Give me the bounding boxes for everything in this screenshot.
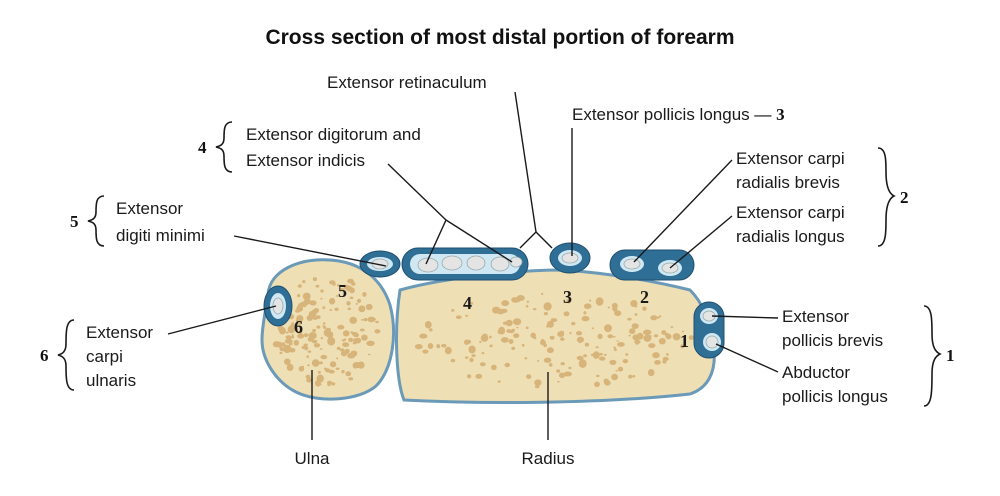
number-compartment-6: 6 [40,346,49,365]
label-ulna: Ulna [295,449,331,468]
label-ecrb-line2: radialis brevis [736,173,840,192]
number-compartment-4: 4 [198,138,207,157]
number-compartment-5: 5 [70,212,79,231]
compartment-number-2: 2 [640,287,649,307]
label-ed-line1: Extensor digitorum and [246,125,421,144]
brace-compartment-5 [87,195,105,247]
label-apl-line2: pollicis longus [782,387,888,406]
diagram-title: Cross section of most distal portion of … [265,26,734,49]
compartment-number-1: 1 [680,331,689,351]
label-epb-line1: Extensor [782,307,849,326]
label-extensor-retinaculum: Extensor retinaculum [327,73,487,92]
label-edm-line1: Extensor [116,199,183,218]
leader-edm [233,235,387,267]
label-ecrl-line2: radialis longus [736,227,845,246]
label-ecu-line2: carpi [86,347,123,366]
label-ecu-line3: ulnaris [86,371,136,390]
leader-epb [711,315,779,319]
compartment-number-5: 5 [338,281,347,301]
sheath-compartment-3 [549,242,591,274]
label-ecrb-line1: Extensor carpi [736,149,845,168]
label-ed-line2: Extensor indicis [246,151,365,170]
sheath-compartment-4 [401,247,529,281]
brace-compartment-1 [923,305,942,407]
label-ecu-line1: Extensor [86,323,153,342]
leader-extensor-retinaculum [514,91,537,249]
compartment-number-4: 4 [463,293,472,313]
label-ecrl-line1: Extensor carpi [736,203,845,222]
label-epl: Extensor pollicis longus — 3 [572,105,785,124]
compartment-number-6: 6 [294,317,303,337]
number-compartment-1: 1 [946,346,955,365]
brace-compartment-6 [57,319,75,391]
sheath-compartment-5 [359,250,401,278]
brace-compartment-2 [877,147,896,247]
label-radius: Radius [522,449,575,468]
bone-pores [272,277,694,389]
label-edm-line2: digiti minimi [116,226,205,245]
leader-ecrl [669,215,733,269]
sheath-compartment-1 [693,301,725,359]
label-epb-line2: pollicis brevis [782,331,883,350]
number-compartment-2: 2 [900,188,909,207]
compartment-number-3: 3 [563,287,572,307]
sheath-compartment-6 [263,285,293,327]
leader-apl [715,343,779,373]
leader-ecrb [633,159,733,263]
brace-compartment-4 [215,121,233,173]
sheath-compartment-2 [609,249,695,281]
leader-ecu [167,305,277,335]
label-apl-line1: Abductor [782,363,850,382]
